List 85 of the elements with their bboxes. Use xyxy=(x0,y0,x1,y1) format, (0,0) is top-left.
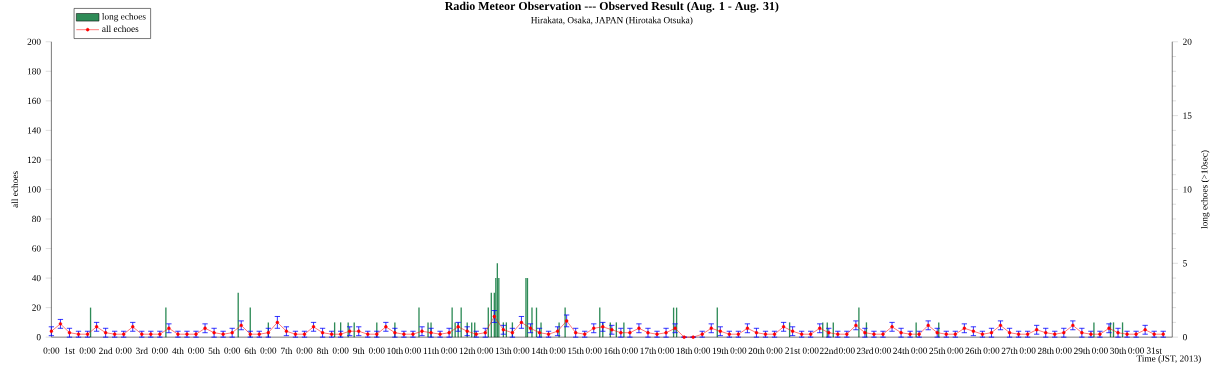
y-tick-label: 0 xyxy=(36,334,41,341)
x-tick-label: 28th xyxy=(1037,347,1054,355)
y-tick-label: 20 xyxy=(32,304,41,311)
x-tick-label: 19th xyxy=(712,347,729,355)
y-tick-label: 120 xyxy=(27,156,41,164)
x-tick-label: 5th xyxy=(208,347,220,355)
chart-subtitle: Hirakata, Osaka, JAPAN (Hirotaka Otsuka) xyxy=(531,16,693,26)
x-tick-label: 0:00 xyxy=(151,347,168,354)
x-tick-label: 23rd xyxy=(856,347,874,355)
x-tick-label: 29th xyxy=(1074,347,1090,355)
x-tick-label: 9th xyxy=(353,347,365,355)
y-tick-label: 80 xyxy=(32,215,41,223)
x-tick-label: 15th xyxy=(568,347,584,355)
x-tick-label: 0:00 xyxy=(513,347,530,354)
x-tick-label: 2nd xyxy=(99,347,113,355)
x-tick-label: 0:00 xyxy=(43,347,60,354)
x-tick-label: 0:00 xyxy=(983,347,1000,354)
y-tick-label: 160 xyxy=(27,97,41,104)
x-tick-label: 20th xyxy=(748,347,765,355)
x-tick-label: 0:00 xyxy=(1019,347,1036,354)
x-tick-label: 0:00 xyxy=(1055,347,1072,354)
x-tick-label: 21st xyxy=(785,347,801,354)
legend-label: all echoes xyxy=(102,25,139,33)
x-tick-label: 0:00 xyxy=(441,347,458,354)
x-tick-label: 11th xyxy=(423,347,439,355)
x-tick-label: 0:00 xyxy=(875,347,891,354)
x-tick-label: 0:00 xyxy=(947,347,964,354)
x-tick-label: 3rd xyxy=(136,347,148,355)
x-tick-label: 0:00 xyxy=(911,347,928,354)
x-tick-label: 26th xyxy=(965,347,982,355)
x-tick-label: 10th xyxy=(387,347,404,355)
x-tick-label: 0:00 xyxy=(622,347,638,354)
x-tick-label: 0:00 xyxy=(477,347,494,354)
x-tick-label: 0:00 xyxy=(115,347,132,354)
x-tick-label: 0:00 xyxy=(838,347,855,354)
x-tick-label: 22nd xyxy=(819,347,838,355)
y-tick-label: 40 xyxy=(31,274,41,282)
x-tick-label: 16th xyxy=(604,347,620,355)
y-tick-label: 140 xyxy=(27,127,41,134)
y2-tick-label: 5 xyxy=(1183,260,1187,267)
x-tick-label: 18th xyxy=(676,347,693,355)
x-tick-label: 0:00 xyxy=(658,347,674,354)
x-tick-label: 24th xyxy=(893,347,910,355)
x-tick-label: 0:00 xyxy=(1128,347,1144,354)
x-axis-title: Time (JST, 2013) xyxy=(1136,355,1201,364)
x-tick-label: 0:00 xyxy=(585,347,602,354)
x-tick-label: 0:00 xyxy=(188,347,204,354)
x-tick-label: 25th xyxy=(929,347,946,355)
x-tick-label: 0:00 xyxy=(224,347,241,354)
x-tick-label: 0:00 xyxy=(332,347,349,354)
x-tick-label: 1st xyxy=(64,347,75,354)
x-tick-label: 0:00 xyxy=(296,347,313,354)
x-tick-label: 0:00 xyxy=(1092,347,1108,354)
x-tick-label: 31st xyxy=(1146,347,1162,354)
x-tick-label: 8th xyxy=(316,347,329,355)
y2-tick-label: 0 xyxy=(1182,334,1187,341)
x-tick-label: 27th xyxy=(1001,347,1018,355)
x-tick-label: 0:00 xyxy=(368,347,385,354)
x-tick-label: 7th xyxy=(281,347,293,355)
y-tick-label: 60 xyxy=(32,245,41,252)
x-tick-label: 12th xyxy=(459,347,476,355)
x-tick-label: 0:00 xyxy=(694,347,711,354)
x-tick-label: 17th xyxy=(640,347,657,355)
y-axis-title: all echoes xyxy=(11,171,19,208)
y-tick-label: 180 xyxy=(27,68,41,75)
x-tick-label: 0:00 xyxy=(79,347,96,354)
x-tick-label: 0:00 xyxy=(260,347,277,354)
y2-tick-label: 20 xyxy=(1183,38,1192,45)
x-tick-label: 0:00 xyxy=(405,347,421,354)
x-tick-label: 0:00 xyxy=(730,347,747,354)
chart-title: Radio Meteor Observation --- Observed Result (Aug. 1 - Aug. 31) xyxy=(444,1,779,13)
y-tick-label: 200 xyxy=(27,38,41,45)
y2-tick-label: 15 xyxy=(1183,112,1192,119)
x-tick-label: 0:00 xyxy=(549,347,566,354)
x-tick-label: 4th xyxy=(172,347,184,355)
legend-label: long echoes xyxy=(102,13,146,22)
x-tick-label: 30th xyxy=(1110,347,1127,355)
x-tick-label: 0:00 xyxy=(766,347,783,354)
y2-axis-title: long echoes (>10sec) xyxy=(1201,150,1210,229)
x-tick-label: 14th xyxy=(532,347,548,355)
x-tick-label: 0:00 xyxy=(802,347,819,354)
y-tick-label: 100 xyxy=(27,186,41,193)
y2-tick-label: 10 xyxy=(1183,186,1192,193)
x-tick-label: 6th xyxy=(244,347,257,355)
x-tick-label: 13th xyxy=(495,347,512,355)
